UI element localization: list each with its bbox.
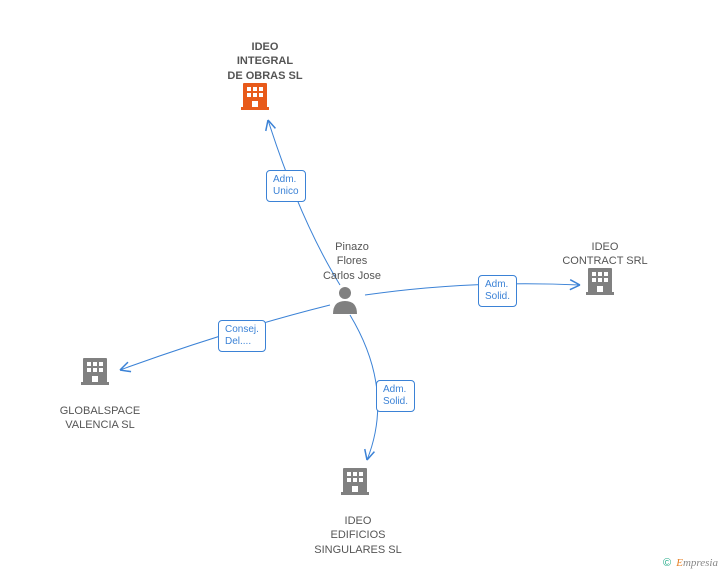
copyright-text: mpresia	[683, 557, 718, 569]
edge	[350, 315, 378, 460]
edge-label: Adm. Unico	[266, 170, 306, 202]
company-label: GLOBALSPACE VALENCIA SL	[55, 404, 145, 433]
building-icon	[586, 268, 614, 295]
company-label: IDEO EDIFICIOS SINGULARES SL	[313, 514, 403, 557]
edge-label: Adm. Solid.	[376, 380, 415, 412]
edge-label: Adm. Solid.	[478, 275, 517, 307]
diagram-canvas	[0, 0, 728, 575]
person-label: Pinazo Flores Carlos Jose	[317, 240, 387, 283]
copyright-label: © Empresia	[663, 557, 718, 569]
building-icon	[341, 468, 369, 495]
company-label: IDEO INTEGRAL DE OBRAS SL	[220, 40, 310, 83]
edge-label: Consej. Del....	[218, 320, 266, 352]
building-icon	[81, 358, 109, 385]
building-icon	[241, 83, 269, 110]
company-label: IDEO CONTRACT SRL	[560, 240, 650, 269]
person-icon	[333, 287, 357, 314]
edge	[365, 284, 580, 295]
